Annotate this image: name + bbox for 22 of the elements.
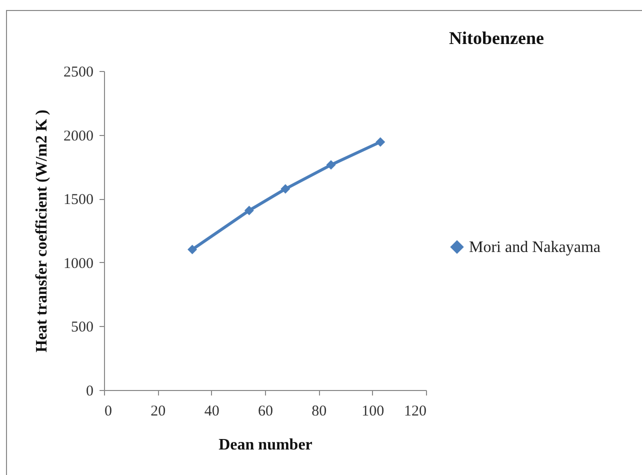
- x-tick-label: 20: [150, 404, 166, 420]
- point: [244, 206, 254, 216]
- y-tick-label: 2000: [64, 128, 94, 144]
- x-tick-label: 0: [104, 404, 112, 420]
- point: [326, 160, 336, 170]
- point: [280, 184, 290, 194]
- point: [188, 244, 198, 254]
- x-tick-label: 120: [404, 404, 426, 420]
- y-axis-title: Heat transfer coefficient (W/m2 K ): [34, 110, 50, 352]
- legend-label: Mori and Nakayama: [469, 239, 601, 256]
- x-tick-label: 60: [258, 404, 273, 420]
- y-tick-label: 2500: [64, 64, 94, 80]
- x-tick-label: 100: [362, 404, 384, 420]
- y-tick-label: 1000: [64, 256, 94, 272]
- point: [376, 137, 386, 147]
- text: Nitobenzene: [449, 28, 544, 48]
- y-tick-label: 500: [71, 320, 94, 336]
- x-tick-label: 80: [312, 404, 327, 420]
- x-tick-label: 40: [204, 404, 220, 420]
- x-axis-title: Dean number: [218, 436, 312, 454]
- y-tick-label: 1500: [64, 192, 94, 208]
- y-tick-label: 0: [86, 384, 94, 400]
